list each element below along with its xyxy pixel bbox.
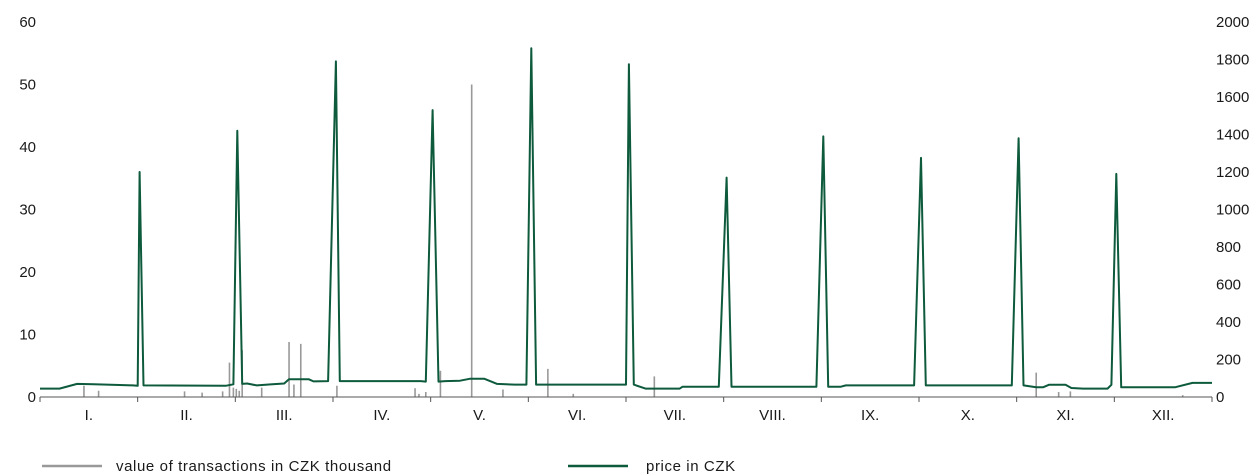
transaction-value-bars: [83, 84, 1184, 397]
right-axis-tick-label: 0: [1216, 389, 1224, 406]
right-axis-tick-label: 800: [1216, 239, 1241, 256]
x-axis-month-label: XII.: [1152, 407, 1175, 424]
legend-label-price: price in CZK: [646, 458, 736, 475]
x-axis-month-label: III.: [276, 407, 293, 424]
left-axis-tick-labels: 0 10 20 30 40 50 60: [19, 14, 36, 406]
x-axis-month-label: V.: [473, 407, 486, 424]
x-axis-month-label: I.: [85, 407, 93, 424]
left-axis-tick-label: 0: [28, 389, 36, 406]
price-line: [40, 47, 1212, 390]
x-axis-month-label: VI.: [568, 407, 586, 424]
right-axis-tick-labels: 0 200 400 600 800 1000 1200 1400 1600 1800 2000: [1216, 14, 1249, 406]
right-axis-tick-label: 2000: [1216, 14, 1249, 31]
left-axis-tick-label: 40: [19, 139, 36, 156]
x-axis-month-label: IX.: [861, 407, 879, 424]
right-axis-tick-label: 600: [1216, 277, 1241, 294]
legend-label-transactions: value of transactions in CZK thousand: [116, 458, 392, 475]
x-axis-month-label: XI.: [1056, 407, 1074, 424]
right-axis-tick-label: 1600: [1216, 89, 1249, 106]
x-axis-month-ticks: [39, 397, 1213, 402]
right-axis-tick-label: 200: [1216, 352, 1241, 369]
right-axis-tick-label: 1400: [1216, 127, 1249, 144]
left-axis-tick-label: 20: [19, 264, 36, 281]
left-axis-tick-label: 60: [19, 14, 36, 31]
right-axis-tick-label: 1800: [1216, 52, 1249, 69]
x-axis-month-label: II.: [180, 407, 193, 424]
x-axis-month-labels: I. II. III. IV. V. VI. VII. VIII. IX. X. XI. XII.: [85, 407, 1175, 424]
right-axis-tick-label: 1000: [1216, 202, 1249, 219]
x-axis-month-label: IV.: [373, 407, 390, 424]
left-axis-tick-label: 10: [19, 327, 36, 344]
left-axis-tick-label: 30: [19, 202, 36, 219]
chart-legend: value of transactions in CZK thousand pr…: [42, 458, 736, 475]
x-axis-month-label: VIII.: [759, 407, 786, 424]
x-axis-month-label: X.: [961, 407, 975, 424]
price-line-layer: [40, 47, 1212, 390]
right-axis-tick-label: 1200: [1216, 164, 1249, 181]
left-axis-tick-label: 50: [19, 77, 36, 94]
right-axis-tick-label: 400: [1216, 314, 1241, 331]
x-axis-month-label: VII.: [664, 407, 687, 424]
